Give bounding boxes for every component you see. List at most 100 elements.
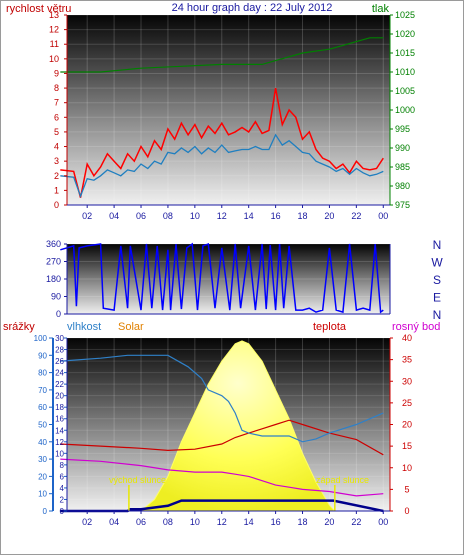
temp-x-tick-label: 06 [136,517,146,527]
rain-line [60,499,384,513]
compass-label: N [433,308,442,322]
pressure-y-tick-label: 1010 [395,67,415,77]
sunset-label: západ slunce [316,475,369,485]
wind-pressure-panel: 0123456789101112139759809859909951000100… [49,10,415,221]
compass-label: N [433,238,442,252]
temperature-y-tick-label: 10 [402,463,412,473]
chart-title: 24 hour graph day : 22 July 2012 [172,2,333,14]
wind-y-tick-label: 0 [54,200,59,210]
rain-y-tick-label: 100 [34,334,48,343]
rain-y-tick-label: 20 [38,472,47,481]
pressure-y-tick-label: 985 [395,162,410,172]
wind-x-tick-label: 08 [163,211,173,221]
humidity-y-tick-label: 0 [60,507,65,516]
solar-area-fill [139,340,336,512]
humidity-y-tick-label: 10 [55,449,64,458]
humidity-line [60,354,384,443]
humidity-y-tick-label: 22 [55,380,64,389]
humidity-y-tick-label: 14 [55,426,64,435]
compass-label: S [433,273,441,287]
temperature-y-tick-label: 30 [402,376,412,386]
pressure-y-tick-label: 980 [395,181,410,191]
humidity-y-tick-label: 20 [55,392,64,401]
rain-y-tick-label: 40 [38,438,47,447]
pressure-axis-label: tlak [372,3,390,15]
wind-x-tick-label: 18 [298,211,308,221]
temp-x-tick-label: 20 [324,517,334,527]
wind-y-tick-label: 9 [54,68,59,78]
direction-y-tick-label: 360 [46,239,61,249]
pressure-y-tick-label: 1025 [395,10,415,20]
rain-axis-label: srážky [3,321,35,333]
wind-x-tick-label: 02 [82,211,92,221]
temperature-y-tick-label: 15 [402,441,412,451]
humidity-y-tick-label: 24 [55,369,64,378]
wind-x-tick-label: 12 [217,211,227,221]
rain-y-tick-label: 60 [38,403,47,412]
temp-x-tick-label: 14 [244,517,254,527]
wind-y-tick-label: 8 [54,83,59,93]
rain-y-tick-label: 0 [43,507,48,516]
temperature-y-tick-label: 20 [402,420,412,430]
rain-y-tick-label: 90 [38,351,47,360]
temperature-y-tick-label: 40 [402,333,412,343]
wind-direction-line [60,242,384,314]
temp-x-tick-label: 02 [82,517,92,527]
sunrise-label: východ slunce [109,475,166,485]
wind-y-tick-label: 6 [54,112,59,122]
rain-y-tick-label: 10 [38,490,47,499]
temp-x-tick-label: 16 [271,517,281,527]
wind-x-tick-label: 06 [136,211,146,221]
temp-x-tick-label: 12 [217,517,227,527]
pressure-y-tick-label: 975 [395,200,410,210]
wind-gust-line [60,87,384,198]
temperature-axes: 0246810121416182022242628300102030405060… [34,333,412,527]
wind-y-tick-label: 10 [49,54,59,64]
direction-y-tick-label: 0 [56,309,61,319]
rain-y-tick-label: 50 [38,421,47,430]
compass-label: W [431,256,443,270]
wind-y-tick-label: 11 [50,39,59,49]
temperature-y-tick-label: 35 [402,355,412,365]
pressure-y-tick-label: 990 [395,143,410,153]
wind-y-tick-label: 7 [54,98,59,108]
humidity-y-tick-label: 26 [55,357,64,366]
pressure-y-tick-label: 1005 [395,86,415,96]
temperature-y-tick-label: 5 [404,484,409,494]
solar-area [139,340,336,512]
wind-y-tick-label: 1 [54,185,59,195]
wind-x-tick-label: 10 [190,211,200,221]
wind-y-tick-label: 12 [49,25,59,35]
temperature-panel: východ slunce západ slunce 0246810121416… [34,333,412,527]
humidity-y-tick-label: 4 [60,484,65,493]
humidity-y-tick-label: 6 [60,472,65,481]
temp-x-tick-label: 10 [190,517,200,527]
humidity-y-tick-label: 16 [55,415,64,424]
wind-x-tick-label: 16 [271,211,281,221]
humidity-y-tick-label: 2 [60,495,65,504]
temp-x-tick-label: 22 [351,517,361,527]
temperature-y-tick-label: 25 [402,398,412,408]
wind-x-tick-label: 22 [351,211,361,221]
wind-x-tick-label: 00 [378,211,388,221]
sun-events: východ slunce západ slunce [109,475,369,511]
dewpoint-axis-label: rosný bod [392,321,440,333]
wind-grid [67,14,390,206]
rain-y-tick-label: 70 [38,386,47,395]
humidity-axis-label: vlhkost [67,321,101,333]
wind-axes: 0123456789101112139759809859909951000100… [49,10,415,221]
wind-x-tick-label: 20 [324,211,334,221]
temp-x-tick-label: 00 [378,517,388,527]
direction-y-tick-label: 180 [46,274,61,284]
temp-x-tick-label: 04 [109,517,119,527]
wind-x-tick-label: 04 [109,211,119,221]
dewpoint-line [60,458,384,497]
wind-plot-area [67,15,390,205]
direction-series [60,242,384,314]
wind-y-tick-label: 4 [54,142,59,152]
direction-y-tick-label: 90 [51,292,61,302]
temp-x-tick-label: 18 [298,517,308,527]
